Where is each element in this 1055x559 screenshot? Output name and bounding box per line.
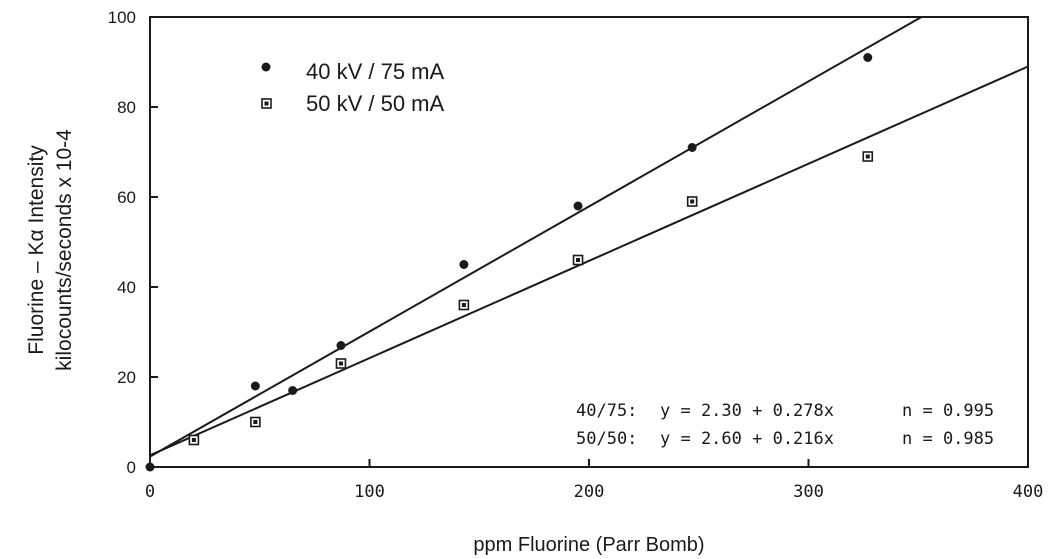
point-series-2 [686,196,698,207]
fit-line-series-2 [149,65,1029,457]
y-axis-ticks: 0 20 40 60 80 100 [108,8,158,477]
y-tick-label: 20 [117,368,136,387]
x-tick-label: 400 [1013,482,1044,502]
y-tick-label: 80 [117,98,136,117]
legend: 40 kV / 75 mA 50 kV / 50 mA [261,59,445,116]
x-tick-label: 200 [574,482,605,502]
annotation-equation-1: y = 2.30 + 0.278x [660,401,834,421]
point-series-2 [458,299,470,311]
point-series-1 [687,143,697,152]
point-series-2 [188,434,200,446]
x-axis-ticks: 0 100 200 300 400 [145,459,1043,502]
y-tick-label: 40 [117,278,136,297]
point-series-1 [145,462,155,472]
point-series-2 [335,358,347,369]
point-series-1 [573,201,583,211]
plot-frame [149,16,1029,468]
legend-marker-series-1 [261,62,271,72]
y-axis-title-line-1: Fluorine – Kα Intensity [25,145,48,355]
point-series-1 [336,341,346,350]
x-tick-label: 0 [145,482,155,502]
point-series-2 [862,151,874,162]
y-tick-label: 100 [108,8,136,27]
y-tick-label: 60 [117,188,136,207]
annotation-label-2: 50/50: [576,429,637,449]
point-series-1 [459,260,469,269]
x-axis-title: ppm Fluorine (Parr Bomb) [473,534,704,556]
point-series-2 [250,416,261,428]
legend-label-series-2: 50 kV / 50 mA [306,91,445,116]
fit-lines [149,16,1029,458]
point-series-2 [572,254,584,266]
x-tick-label: 100 [354,482,385,502]
point-series-1 [250,381,260,391]
annotation-equation-2: y = 2.60 + 0.216x [660,429,834,449]
legend-marker-series-2 [261,98,272,109]
data-points [145,53,874,472]
annotation-label-1: 40/75: [576,401,637,421]
x-tick-label: 300 [793,482,824,502]
y-axis-title-line-2: kilocounts/seconds x 10-4 [53,129,76,371]
regression-annotations: 40/75: y = 2.30 + 0.278x n = 0.995 50/50… [576,401,994,449]
annotation-r-2: n = 0.985 [902,429,994,449]
fit-line-series-1 [149,16,922,458]
annotation-r-1: n = 0.995 [902,401,994,421]
legend-label-series-1: 40 kV / 75 mA [306,59,445,84]
y-tick-label: 0 [127,458,136,477]
point-series-1 [863,53,873,62]
point-series-1 [288,386,298,395]
